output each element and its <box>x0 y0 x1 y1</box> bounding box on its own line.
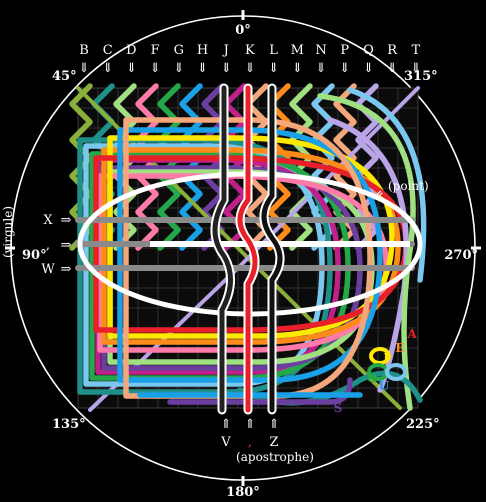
vowel-label: I <box>383 351 389 365</box>
loop-strand <box>97 173 389 353</box>
vowel-loop <box>385 363 407 381</box>
top-letter-label: Q <box>363 43 374 58</box>
top-letter-label: J <box>222 43 229 58</box>
top-arrow-icon: ⇓ <box>173 61 184 76</box>
bottom-letter-label: V <box>220 435 231 450</box>
vertical-strands <box>210 83 285 415</box>
vowel-label: A <box>406 327 417 341</box>
top-arrow-icon: ⇓ <box>363 61 374 76</box>
top-letter-label: N <box>315 43 326 58</box>
top-letter-label: G <box>174 43 184 58</box>
top-arrow-icon: ⇓ <box>292 61 303 76</box>
bottom-letter-label: Z <box>269 435 278 450</box>
virgule-label: (virgule) <box>1 206 15 258</box>
label-135-deg: 135° <box>52 417 86 432</box>
label-45-deg: 45° <box>52 69 77 84</box>
left-labels: X ⇒, ⇒ W ⇒ <box>41 213 71 277</box>
top-letter-label: M <box>291 43 304 58</box>
vowel-label: U <box>379 379 390 393</box>
top-letter-label: K <box>245 43 255 58</box>
top-letter-label: C <box>103 43 113 58</box>
top-letter-label: T <box>411 43 420 58</box>
bottom-letter-label: , <box>248 435 252 450</box>
top-arrow-icon: ⇓ <box>316 61 327 76</box>
loop-strand <box>107 135 395 339</box>
top-letter-label: P <box>340 43 349 58</box>
top-arrow-icon: ⇓ <box>126 61 137 76</box>
top-arrow-icon: ⇓ <box>268 61 279 76</box>
top-letter-label: F <box>151 43 160 58</box>
top-arrow-icon: ⇓ <box>79 61 90 76</box>
right-arrow-icon: ⇒ <box>61 238 72 253</box>
loop-strand <box>117 127 383 383</box>
vowel-label: E <box>395 341 404 355</box>
top-letter-labels: B ⇓ C ⇓ D ⇓ F ⇓ G ⇓ H ⇓ J ⇓ K ⇓ L ⇓ M ⇓ N ⇓ P ⇓ Q ⇓ R ⇓ T ⇓ <box>79 43 422 76</box>
label-0-deg: 0° <box>235 23 251 38</box>
vowel-label: S <box>334 401 343 415</box>
point-arrow: ⇙ <box>372 188 384 204</box>
up-arrow-icon: ⇑ <box>245 417 256 432</box>
top-arrow-icon: ⇓ <box>197 61 208 76</box>
up-arrow-icon: ⇑ <box>269 417 280 432</box>
left-letter-label: W <box>41 262 55 277</box>
top-arrow-icon: ⇓ <box>244 61 255 76</box>
top-letter-label: L <box>269 43 278 58</box>
top-arrow-icon: ⇓ <box>339 61 350 76</box>
top-letter-label: D <box>126 43 136 58</box>
vowel-label: O <box>367 371 377 385</box>
curved-tail <box>347 87 427 283</box>
left-letter-label: , <box>46 238 50 253</box>
right-arrow-icon: ⇒ <box>61 213 72 228</box>
left-letter-label: X <box>43 213 53 228</box>
top-letter-label: R <box>387 43 398 58</box>
label-180-deg: 180° <box>226 485 260 497</box>
top-letter-label: B <box>79 43 89 58</box>
top-arrow-icon: ⇓ <box>150 61 161 76</box>
vertical-strand-l <box>261 85 283 413</box>
label-270-deg: 270° <box>444 248 478 263</box>
bottom-labels: ⇑ V ⇑, ⇑ Z <box>220 417 279 450</box>
label-225-deg: 225° <box>406 417 440 432</box>
label-90-deg: 90° <box>22 248 47 263</box>
vertical-strand-k <box>237 85 258 413</box>
vertical-strand-j <box>212 85 233 413</box>
top-arrow-icon: ⇓ <box>102 61 113 76</box>
top-arrow-icon: ⇓ <box>387 61 398 76</box>
up-arrow-icon: ⇑ <box>221 417 232 432</box>
loop-strand <box>123 117 373 399</box>
point-label: (point) <box>388 179 429 193</box>
vowel-loop <box>369 347 391 365</box>
top-arrow-icon: ⇓ <box>410 61 421 76</box>
right-arrow-icon: ⇒ <box>61 262 72 277</box>
top-arrow-icon: ⇓ <box>221 61 232 76</box>
label-315-deg: 315° <box>404 69 438 84</box>
apostrophe-label: (apostrophe) <box>236 450 314 464</box>
top-letter-label: H <box>197 43 208 58</box>
